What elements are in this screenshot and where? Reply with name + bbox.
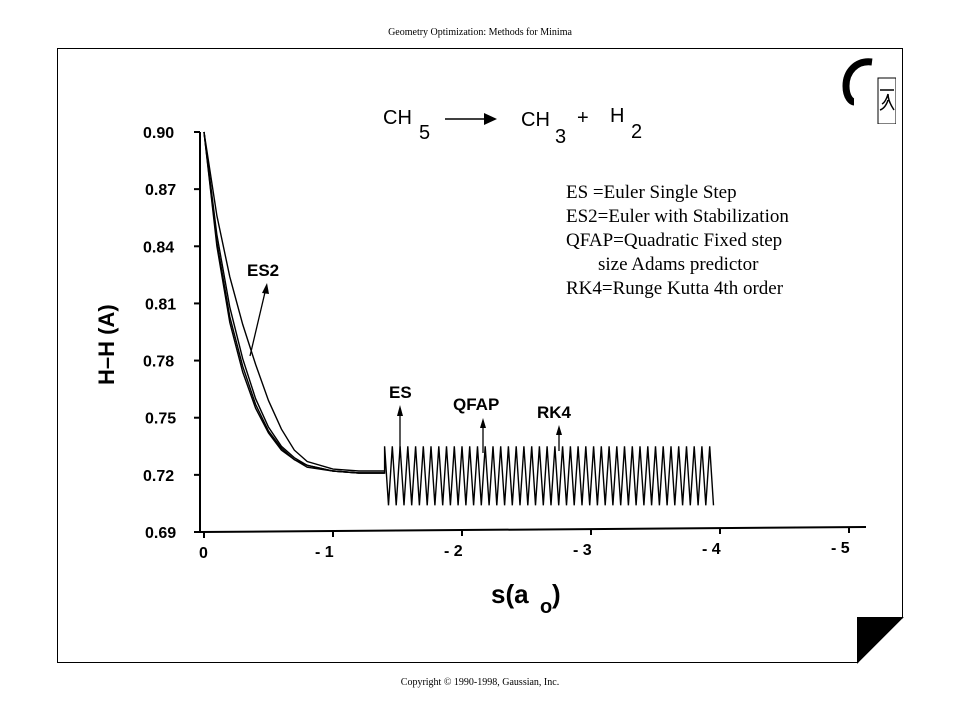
x-tick-label: - 4 bbox=[702, 541, 721, 558]
x-tick-label: 0 bbox=[199, 545, 208, 562]
y-axis-title: H–H (A) bbox=[94, 304, 119, 385]
slide-frame bbox=[57, 48, 903, 663]
annotation-es-label: ES bbox=[389, 383, 412, 402]
x-axis-title-main: s(a bbox=[491, 579, 529, 609]
x-tick-label: - 5 bbox=[831, 540, 850, 557]
product2-label: H bbox=[610, 105, 624, 127]
plus-sign: + bbox=[577, 107, 589, 129]
x-tick-label: - 1 bbox=[315, 544, 334, 561]
x-axis-title-close: ) bbox=[552, 579, 561, 609]
reaction-equation: CH 5 CH 3 + H 2 bbox=[383, 105, 642, 148]
x-tick-label: - 2 bbox=[444, 543, 463, 560]
reactant-label: CH bbox=[383, 107, 412, 129]
annotation-rk4-label: RK4 bbox=[537, 403, 572, 422]
annotation-es2-arrowhead bbox=[262, 283, 269, 294]
annotation-qfap-arrowhead bbox=[480, 418, 486, 428]
method-legend: ES =Euler Single Step ES2=Euler with Sta… bbox=[566, 181, 789, 301]
annotation-rk4-arrowhead bbox=[556, 425, 562, 435]
reactant-subscript: 5 bbox=[419, 122, 430, 144]
y-tick-label: 0.75 bbox=[145, 411, 176, 428]
product1-label: CH bbox=[521, 109, 550, 131]
legend-line-es: ES =Euler Single Step bbox=[566, 182, 737, 203]
y-tick-label: 0.87 bbox=[145, 182, 176, 199]
series-layer bbox=[203, 131, 715, 506]
legend-line-es2: ES2=Euler with Stabilization bbox=[566, 206, 789, 227]
y-tick-label: 0.81 bbox=[145, 296, 176, 313]
slide-header: Geometry Optimization: Methods for Minim… bbox=[388, 27, 572, 38]
reaction-arrow-head bbox=[484, 113, 497, 125]
annotation-qfap-label: QFAP bbox=[453, 395, 499, 414]
y-tick-label: 0.84 bbox=[143, 239, 174, 256]
annotation-es2: ES2 bbox=[247, 261, 279, 357]
legend-line-qfap: QFAP=Quadratic Fixed step bbox=[566, 230, 783, 251]
x-ticks: 0 - 1 - 2 - 3 - 4 - 5 bbox=[199, 527, 850, 562]
annotation-es2-label: ES2 bbox=[247, 261, 279, 280]
y-tick-label: 0.78 bbox=[143, 354, 174, 371]
x-axis-title: s(a o ) bbox=[491, 579, 561, 618]
series-line-rk4 bbox=[203, 131, 385, 474]
annotation-es2-arrow bbox=[249, 287, 267, 357]
x-tick-label: - 3 bbox=[573, 542, 592, 559]
product1-subscript: 3 bbox=[555, 126, 566, 148]
annotation-es: ES bbox=[389, 383, 412, 455]
series-line-es bbox=[203, 131, 715, 506]
annotation-es-arrowhead bbox=[397, 405, 403, 416]
y-tick-label: 0.72 bbox=[143, 468, 174, 485]
x-axis bbox=[199, 526, 867, 533]
x-axis-title-sub: o bbox=[540, 596, 552, 618]
product2-subscript: 2 bbox=[631, 121, 642, 143]
legend-line-qfap-cont: size Adams predictor bbox=[598, 254, 759, 275]
annotation-rk4: RK4 bbox=[537, 403, 572, 451]
series-line-qfap bbox=[203, 131, 385, 474]
y-tick-label: 0.90 bbox=[143, 125, 174, 142]
gaussian-logo-icon bbox=[842, 58, 896, 124]
series-line-es2 bbox=[203, 131, 385, 472]
y-tick-label: 0.69 bbox=[145, 525, 176, 542]
y-ticks: 0.90 0.87 0.84 0.81 0.78 0.75 0.72 0.69 bbox=[143, 125, 200, 542]
slide-footer: Copyright © 1990-1998, Gaussian, Inc. bbox=[400, 677, 560, 688]
page-corner-icon bbox=[857, 617, 904, 664]
legend-line-rk4: RK4=Runge Kutta 4th order bbox=[566, 278, 784, 299]
annotation-qfap: QFAP bbox=[453, 395, 499, 453]
